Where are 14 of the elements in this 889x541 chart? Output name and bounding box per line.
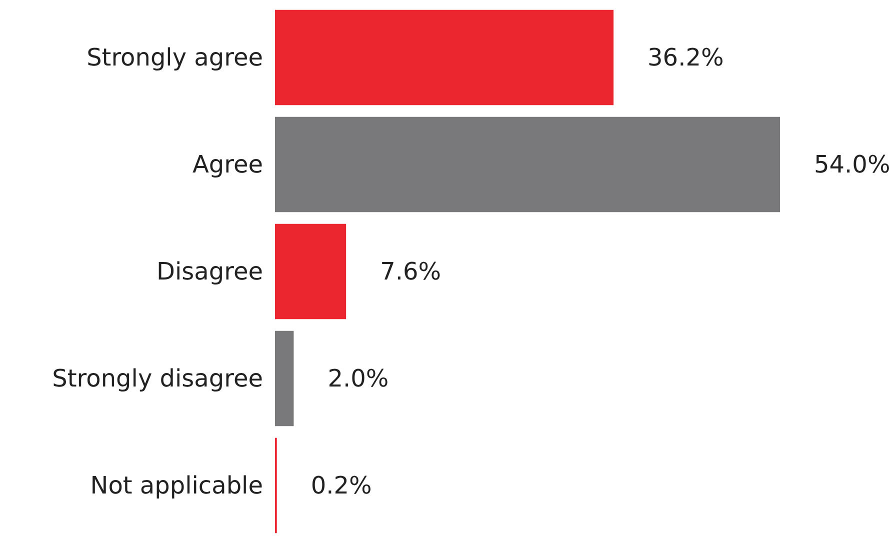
data-label: 2.0% xyxy=(328,364,389,392)
data-label: 0.2% xyxy=(310,472,372,500)
y-tick-label: Strongly agree xyxy=(86,44,263,72)
y-tick-label: Disagree xyxy=(156,258,263,286)
bar xyxy=(275,10,614,106)
y-tick-label: Strongly disagree xyxy=(52,364,263,392)
data-label: 36.2% xyxy=(648,44,724,72)
data-label: 54.0% xyxy=(814,150,889,178)
bar xyxy=(275,116,780,212)
y-tick-label: Agree xyxy=(192,150,263,178)
bar xyxy=(275,224,346,320)
bar xyxy=(275,330,294,426)
data-label: 7.6% xyxy=(380,258,442,286)
y-tick-label: Not applicable xyxy=(90,472,263,500)
